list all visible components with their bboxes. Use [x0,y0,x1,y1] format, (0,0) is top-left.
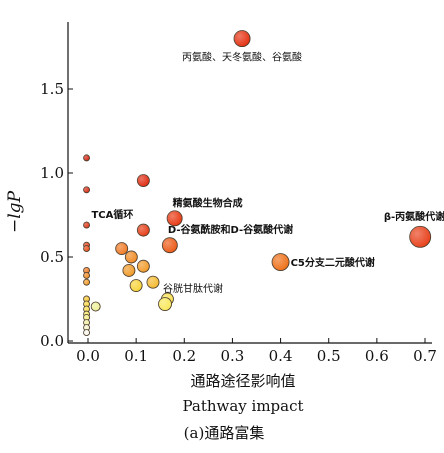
x-tick-label: 0.2 [172,347,196,365]
annotation-label: C5分支二元酸代谢 [291,256,375,269]
y-axis-label: −lgP [5,190,25,233]
annotation-label: 丙氨酸、天冬氨酸、谷氨酸 [182,51,302,64]
data-point-shine [83,324,90,331]
data-point-shine [122,264,135,277]
data-point-shine [83,306,90,313]
x-tick-label: 0.5 [317,347,341,365]
x-tick-label: 0.7 [413,347,437,365]
data-point-shine [83,301,90,308]
data-point-shine [83,314,90,321]
data-point-shine [125,251,138,263]
y-tick-label: 0.5 [40,248,64,266]
data-point-shine [167,210,183,226]
annotation-label: 谷胱甘肽代谢 [163,282,223,295]
data-point-shine [83,319,90,326]
x-tick-label: 0.1 [124,347,148,365]
data-point-shine [137,260,150,273]
x-tick-label: 0.6 [365,347,389,365]
data-point-shine [83,154,90,161]
data-point-shine [83,245,90,252]
x-axis-label: 通路途径影响值 [190,372,295,390]
annotation-label: 精氨酸生物合成 [173,196,243,209]
data-point-shine [146,276,159,289]
annotation-label: β-丙氨酸代谢 [384,210,444,223]
data-point-shine [91,302,101,312]
data-point-shine [409,226,431,248]
data-point-shine [83,272,90,279]
data-point-shine [83,222,90,229]
y-tick-label: 1.0 [40,164,64,182]
data-point-shine [83,267,90,274]
x-tick-label: 0.0 [76,347,100,365]
x-axis-label-en: Pathway impact [182,397,303,415]
figure-caption: (a)通路富集 [184,424,265,442]
x-tick-label: 0.3 [220,347,244,365]
data-points [83,30,432,337]
data-point-shine [83,279,90,286]
data-point-shine [130,279,143,292]
data-point-shine [83,329,90,336]
axes [67,22,432,344]
data-point-shine [234,30,251,47]
data-point-shine [162,237,178,253]
y-tick-label: 0.0 [40,332,64,350]
data-point-shine [83,186,90,193]
data-point-shine [83,296,90,302]
x-tick-label: 0.4 [269,347,293,365]
annotation-label: TCA循环 [91,208,133,221]
data-point-shine [115,242,128,255]
data-point-shine [272,253,290,271]
data-point-shine [137,224,150,237]
annotation-label: D-谷氨酰胺和D-谷氨酸代谢 [168,223,293,236]
data-point-shine [137,174,150,187]
y-tick-label: 1.5 [40,80,64,98]
data-point-shine [158,297,172,311]
tick-group: 0.0 0.1 0.2 0.3 0.4 0.5 0.6 0.7 0.0 0.5 1.0 1.5 [40,80,437,365]
